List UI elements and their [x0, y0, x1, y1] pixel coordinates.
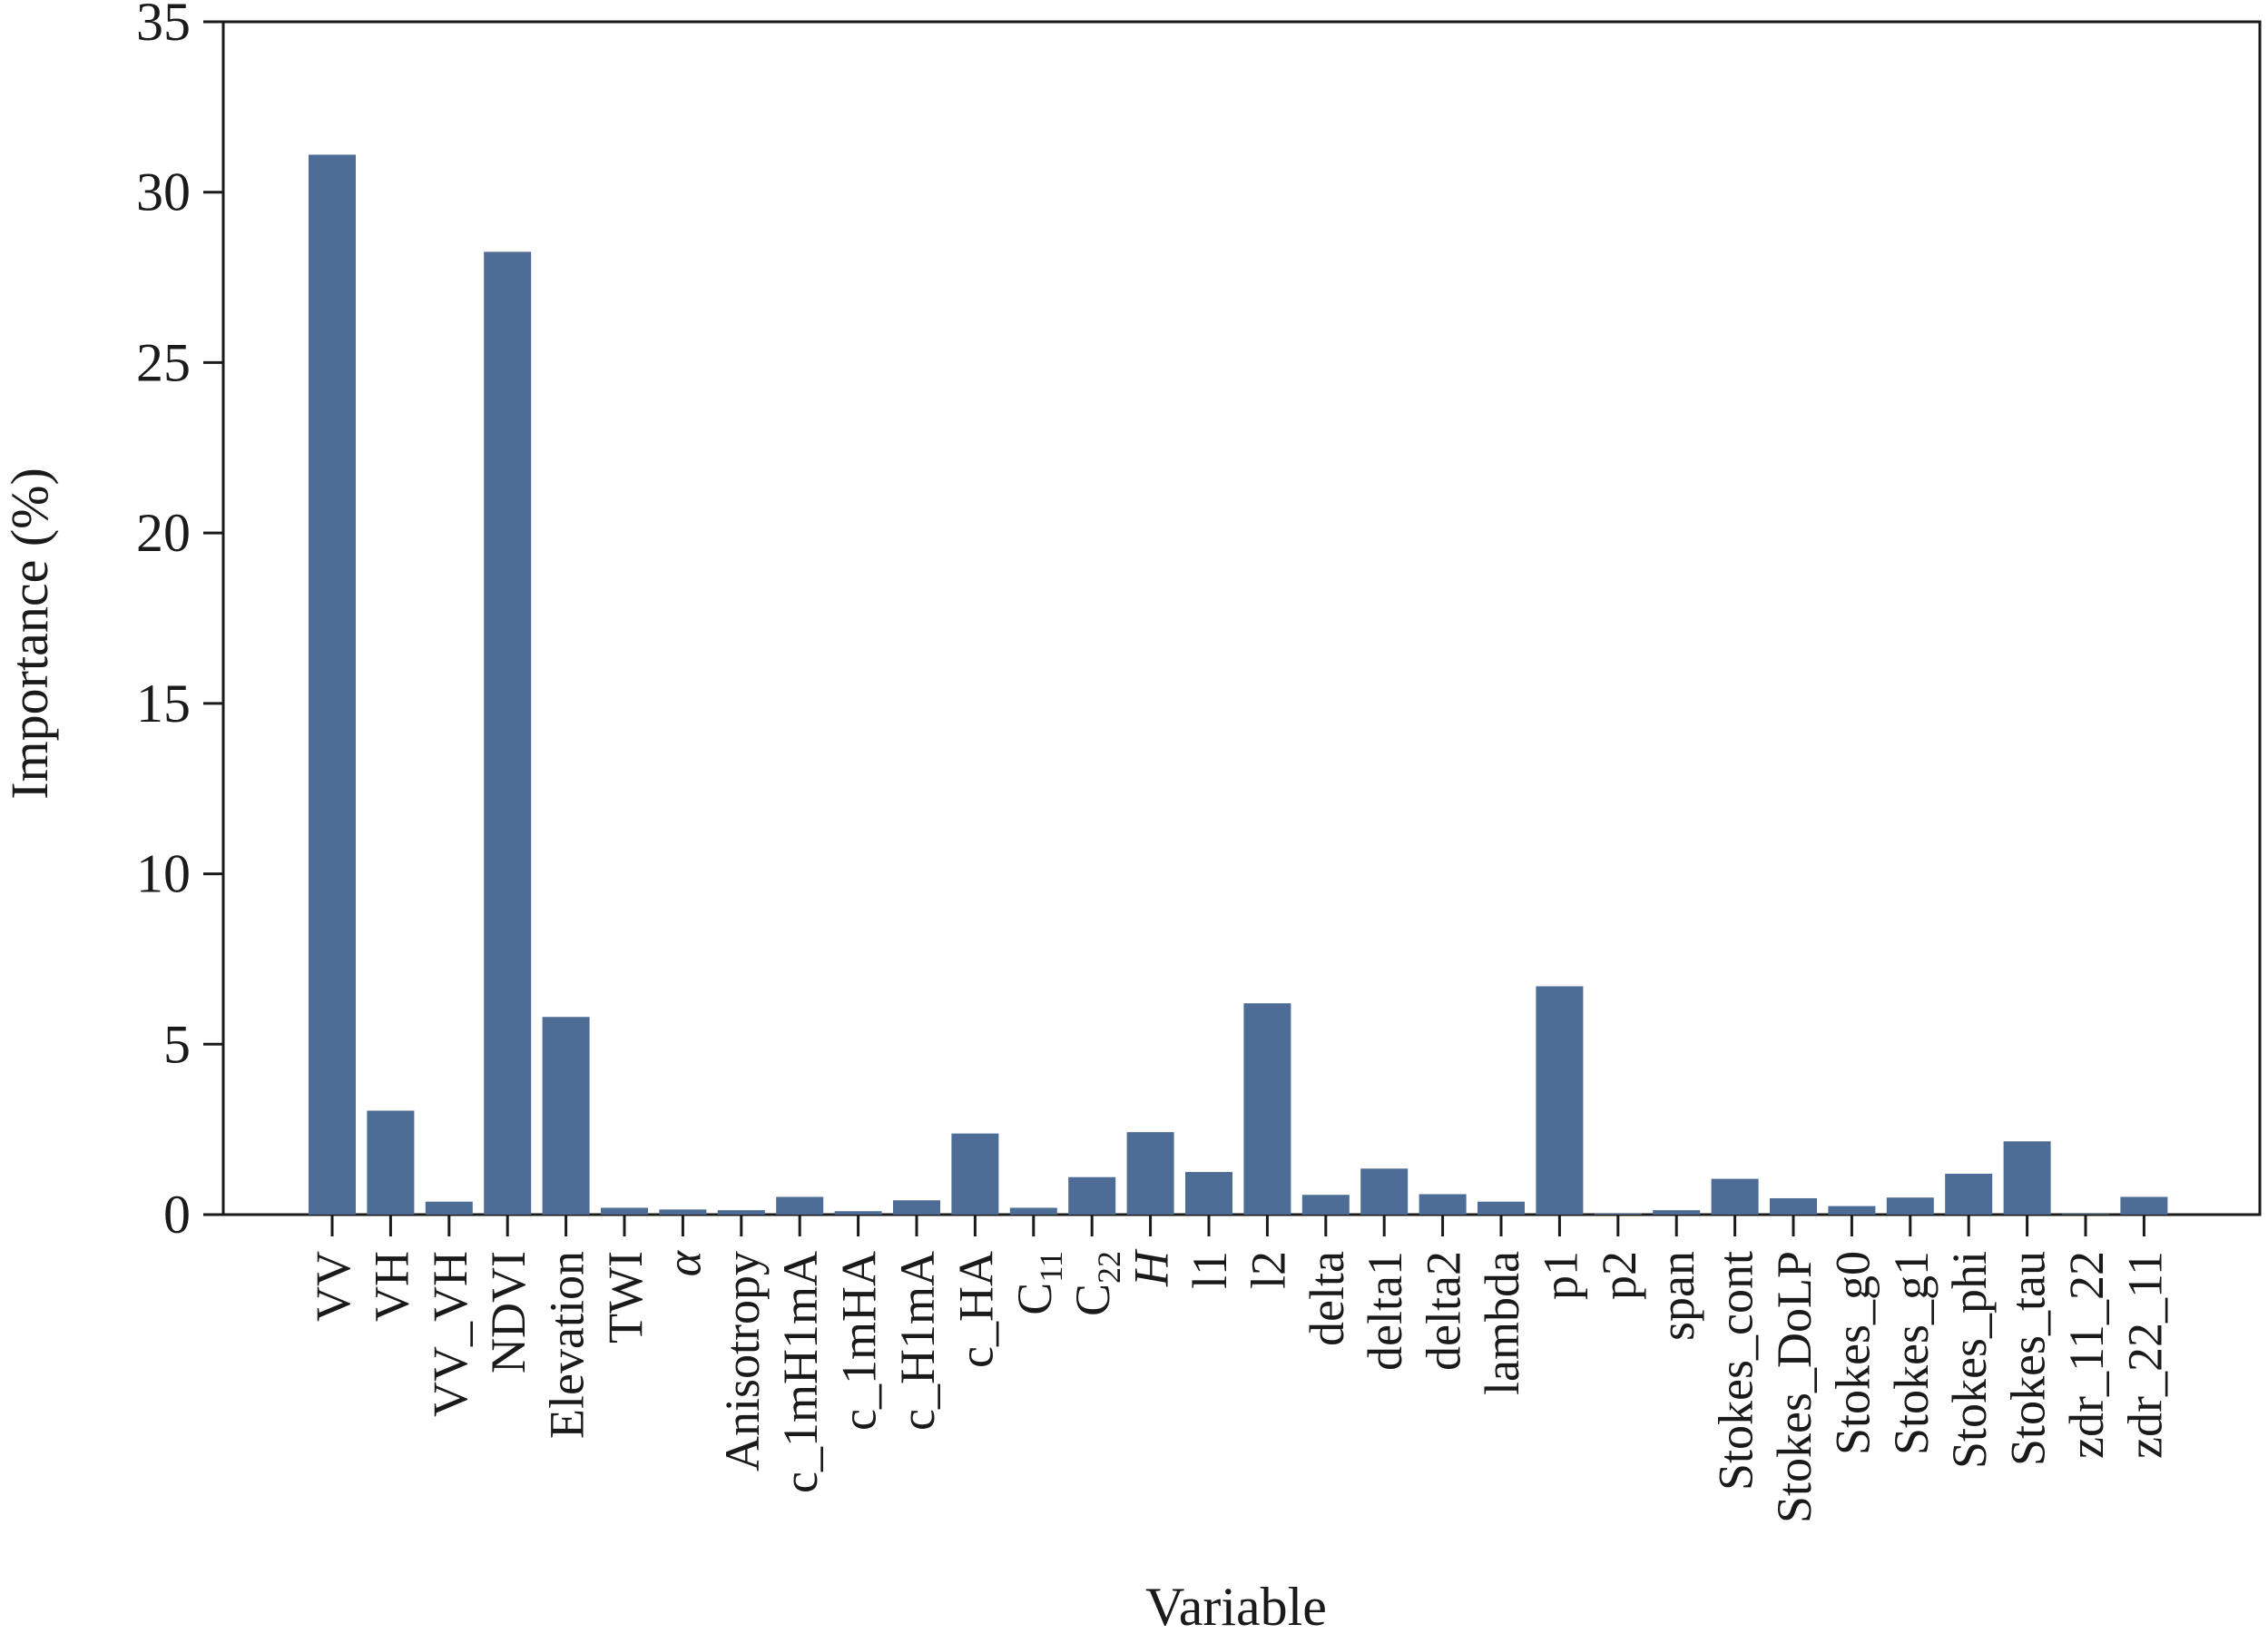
- y-tick-label: 30: [136, 162, 191, 222]
- x-tick-label: Stokes_g1: [1884, 1251, 1939, 1455]
- x-tick-label: VV_VH: [423, 1251, 477, 1417]
- bars: [309, 154, 2168, 1216]
- x-tick-label: delta1: [1358, 1251, 1412, 1371]
- x-tick-label: Anisotropy: [715, 1251, 770, 1472]
- x-tick-label: TWI: [598, 1251, 653, 1344]
- x-tick-label: Stokes_phi: [1942, 1251, 1997, 1469]
- x-tick-label: Stokes_DoLP: [1767, 1251, 1821, 1523]
- bar-25: [1770, 1197, 1817, 1215]
- bar-20: [1478, 1201, 1525, 1215]
- bar-31: [2120, 1196, 2168, 1215]
- x-tick-label: VH: [364, 1251, 418, 1322]
- x-tick-label: Stokes_tau: [2001, 1251, 2056, 1466]
- x-tick-label: zdr_22_11: [2117, 1251, 2172, 1459]
- x-tick-label: Elevation: [540, 1251, 594, 1439]
- bar-14: [1126, 1132, 1174, 1215]
- y-tick-label: 10: [136, 844, 191, 904]
- x-axis-title: Variable: [1145, 1577, 1327, 1634]
- bar-29: [2003, 1141, 2051, 1215]
- bar-16: [1243, 1003, 1291, 1215]
- bar-21: [1536, 986, 1584, 1215]
- x-tick-label: zdr_11_22: [2059, 1251, 2114, 1459]
- bar-10: [893, 1200, 940, 1215]
- x-tick-label: span: [1650, 1251, 1704, 1341]
- bar-8: [776, 1196, 824, 1215]
- x-tick-label: NDVI: [481, 1251, 535, 1373]
- bar-22: [1594, 1213, 1642, 1215]
- y-tick-label: 20: [136, 503, 191, 563]
- bar-24: [1711, 1178, 1759, 1215]
- y-tick-label: 5: [163, 1014, 191, 1074]
- y-axis: 0 5 10 15 20 25 30 35: [136, 0, 223, 1245]
- x-tick-label: C22: [1065, 1251, 1127, 1316]
- x-tick-label: VV: [306, 1251, 360, 1322]
- bar-15: [1185, 1172, 1232, 1215]
- bar-5: [601, 1207, 648, 1215]
- x-tick-label: l2: [1241, 1251, 1295, 1289]
- bar-6: [659, 1209, 707, 1215]
- bar-26: [1828, 1206, 1876, 1215]
- x-tick-label: C11: [1007, 1251, 1069, 1315]
- bar-13: [1068, 1176, 1116, 1215]
- y-axis-title: Importance (%): [0, 468, 59, 800]
- x-tick-label: c_1mHA: [832, 1251, 887, 1431]
- bar-18: [1360, 1168, 1409, 1215]
- x-tick-label: l1: [1183, 1251, 1237, 1289]
- bar-12: [1009, 1207, 1057, 1215]
- x-tick-label: Stokes_cont: [1709, 1251, 1763, 1491]
- bar-7: [717, 1210, 765, 1215]
- bar-17: [1301, 1195, 1350, 1215]
- bar-2: [425, 1201, 473, 1215]
- x-tick-label: delta2: [1417, 1251, 1471, 1371]
- x-tick-label: α: [656, 1249, 711, 1276]
- bar-0: [309, 154, 356, 1216]
- x-tick-label: lambda: [1475, 1251, 1529, 1395]
- x-tick-label: p1: [1533, 1251, 1587, 1300]
- bar-27: [1886, 1197, 1934, 1215]
- x-tick-label: p2: [1592, 1251, 1646, 1300]
- bar-11: [951, 1133, 999, 1215]
- x-tick-label: c_1mH1mA: [773, 1251, 828, 1493]
- plot-frame: [221, 20, 2262, 1216]
- bar-30: [2062, 1214, 2109, 1215]
- y-tick-label: 15: [136, 674, 191, 733]
- x-tick-label: c_H1mA: [890, 1251, 945, 1431]
- x-tick-label: delta: [1300, 1251, 1354, 1346]
- x-axis: VV VH VV_VH NDVI Elevation TWI α Anisotropy c_1m…: [306, 1215, 2172, 1523]
- bar-4: [542, 1017, 590, 1215]
- bar-19: [1419, 1194, 1467, 1215]
- bar-3: [484, 251, 532, 1215]
- bar-9: [834, 1211, 882, 1215]
- y-tick-label: 0: [163, 1185, 191, 1245]
- x-tick-label: Stokes_g0: [1825, 1251, 1880, 1455]
- bar-1: [367, 1110, 415, 1215]
- y-tick-label: 25: [136, 332, 191, 392]
- bar-23: [1653, 1210, 1701, 1215]
- bar-28: [1945, 1173, 1993, 1215]
- y-tick-label: 35: [136, 0, 191, 52]
- x-tick-label: H: [1124, 1248, 1179, 1287]
- x-tick-label: c_HA: [948, 1251, 1003, 1368]
